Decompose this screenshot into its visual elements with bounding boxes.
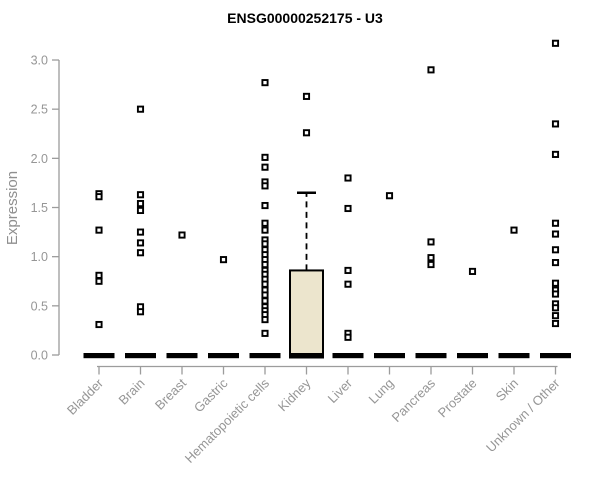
data-point: [551, 279, 560, 287]
data-point: [302, 129, 311, 137]
data-point: [261, 153, 269, 161]
data-point: [344, 280, 352, 288]
chart-title: ENSG00000252175 - U3: [227, 10, 383, 26]
median-bar: [540, 353, 571, 359]
data-point: [427, 66, 435, 74]
median-bar: [374, 353, 405, 359]
data-point: [468, 267, 477, 275]
axes-group: 0.0 0.5 1.0 1.5 2.0 2.5 3.0 Bladder Brain Breast G…: [31, 54, 563, 466]
x-category-label: Unknown / Other: [483, 375, 563, 455]
data-point: [344, 266, 352, 274]
data-point: [136, 191, 145, 199]
data-point: [551, 150, 560, 158]
x-category-label: Gastric: [191, 375, 231, 415]
data-point: [136, 308, 145, 316]
x-category-label: Breast: [152, 375, 189, 412]
data-point: [344, 204, 352, 213]
data-point: [261, 163, 269, 171]
median-bar: [415, 353, 447, 359]
median-bar: [498, 353, 530, 359]
x-category-label: Pancreas: [389, 375, 439, 425]
data-point: [551, 312, 560, 320]
y-tick-label: 2.5: [31, 103, 48, 117]
data-point: [427, 254, 435, 262]
data-point: [344, 333, 352, 341]
data-point: [95, 193, 103, 201]
data-point: [551, 120, 560, 128]
data-point: [136, 249, 145, 257]
y-tick-label: 2.0: [31, 152, 48, 166]
data-point: [136, 239, 145, 247]
data-point: [551, 219, 560, 227]
data-point: [551, 304, 560, 312]
data-point: [261, 201, 269, 210]
y-axis-label: Expression: [4, 171, 21, 245]
data-point: [178, 231, 186, 239]
data-point: [261, 297, 269, 305]
data-point: [95, 277, 103, 285]
x-category-label: Kidney: [275, 375, 314, 414]
data-point: [427, 260, 435, 269]
median-bar: [457, 353, 488, 359]
median-bar: [291, 353, 322, 359]
median-bar: [166, 353, 198, 359]
data-point: [261, 260, 269, 269]
median-bar: [125, 353, 156, 359]
median-bar: [332, 353, 364, 359]
data-point: [136, 105, 145, 113]
median-bar: [83, 353, 115, 359]
x-category-label: Liver: [325, 375, 356, 406]
median-bar: [249, 353, 281, 359]
data-point: [261, 291, 269, 299]
data-point: [551, 319, 560, 328]
data-point: [261, 226, 269, 234]
data-point: [261, 280, 269, 288]
data-point: [344, 174, 352, 182]
data-point: [136, 200, 145, 208]
data-point: [551, 39, 560, 47]
y-tick-label: 1.5: [31, 201, 48, 215]
data-point: [95, 271, 103, 279]
y-tick-label: 1.0: [31, 250, 48, 264]
data-point: [95, 320, 103, 329]
data-point: [551, 230, 560, 238]
data-point: [261, 329, 269, 337]
plot-marks-group: [83, 39, 571, 359]
median-bar: [208, 353, 239, 359]
data-point: [261, 219, 269, 227]
x-category-label: Bladder: [64, 375, 107, 418]
y-tick-label: 0.0: [31, 349, 48, 363]
y-tick-label: 3.0: [31, 54, 48, 68]
data-point: [261, 182, 269, 190]
data-point: [551, 259, 560, 267]
data-point: [427, 238, 435, 246]
data-point: [261, 79, 269, 87]
data-point: [551, 246, 560, 254]
data-point: [261, 316, 269, 324]
data-point: [95, 226, 103, 234]
box: [289, 269, 324, 359]
data-point: [136, 228, 145, 236]
data-point: [385, 192, 394, 200]
data-point: [302, 92, 311, 100]
x-category-label: Brain: [116, 376, 148, 408]
x-category-label: Prostate: [435, 376, 480, 421]
x-category-label: Skin: [493, 376, 521, 404]
data-point: [136, 206, 145, 215]
data-point: [551, 290, 560, 298]
y-tick-label: 0.5: [31, 299, 48, 313]
data-point: [261, 240, 269, 248]
x-category-label: Lung: [366, 376, 397, 407]
data-point: [219, 256, 228, 264]
data-point: [510, 226, 518, 234]
